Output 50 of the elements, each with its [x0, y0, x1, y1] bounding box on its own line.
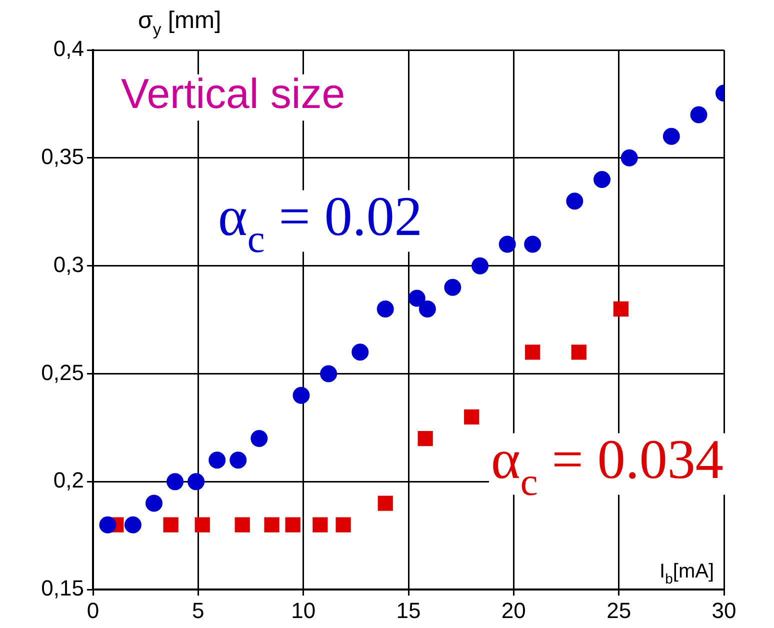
point	[352, 344, 369, 361]
point	[166, 473, 184, 490]
y-tick-label: 0,25	[41, 360, 84, 385]
point	[378, 496, 393, 511]
point	[613, 301, 629, 317]
x-tick-label: 25	[606, 598, 632, 623]
point	[662, 128, 680, 145]
point	[418, 430, 433, 446]
point	[620, 149, 638, 166]
point	[163, 517, 178, 532]
point	[690, 106, 708, 124]
point	[408, 290, 426, 307]
y-tick-label: 0,2	[53, 468, 84, 493]
point	[124, 516, 142, 534]
point	[464, 409, 480, 424]
x-tick-label: 15	[396, 598, 421, 623]
point	[320, 365, 338, 382]
point	[230, 452, 247, 469]
x-tick-label: 20	[501, 598, 526, 623]
point	[472, 257, 489, 274]
point	[566, 192, 584, 210]
point	[208, 452, 226, 469]
point	[292, 386, 310, 404]
point	[234, 517, 250, 532]
x-tick-label: 0	[86, 598, 100, 623]
point	[336, 517, 351, 532]
y-tick-label: 0,15	[41, 576, 84, 601]
y-tick-label: 0,4	[53, 36, 84, 62]
point	[525, 344, 540, 360]
y-tick-label: 0,3	[53, 252, 84, 277]
point	[194, 517, 210, 532]
point	[418, 300, 436, 318]
point	[188, 473, 205, 490]
point	[376, 300, 394, 318]
point	[250, 430, 268, 448]
x-tick-label: 10	[291, 598, 316, 623]
x-tick-label: 30	[712, 598, 736, 623]
point	[444, 278, 462, 296]
point	[312, 517, 328, 532]
point	[99, 516, 116, 534]
point	[594, 171, 611, 188]
x-tick-label: 5	[192, 598, 204, 623]
point	[264, 517, 280, 532]
point	[498, 236, 516, 253]
y-tick-label: 0,35	[41, 144, 84, 169]
point	[571, 344, 586, 360]
point	[145, 494, 162, 512]
point	[524, 236, 542, 253]
point	[285, 517, 300, 532]
annotation: Vertical size	[121, 70, 346, 117]
